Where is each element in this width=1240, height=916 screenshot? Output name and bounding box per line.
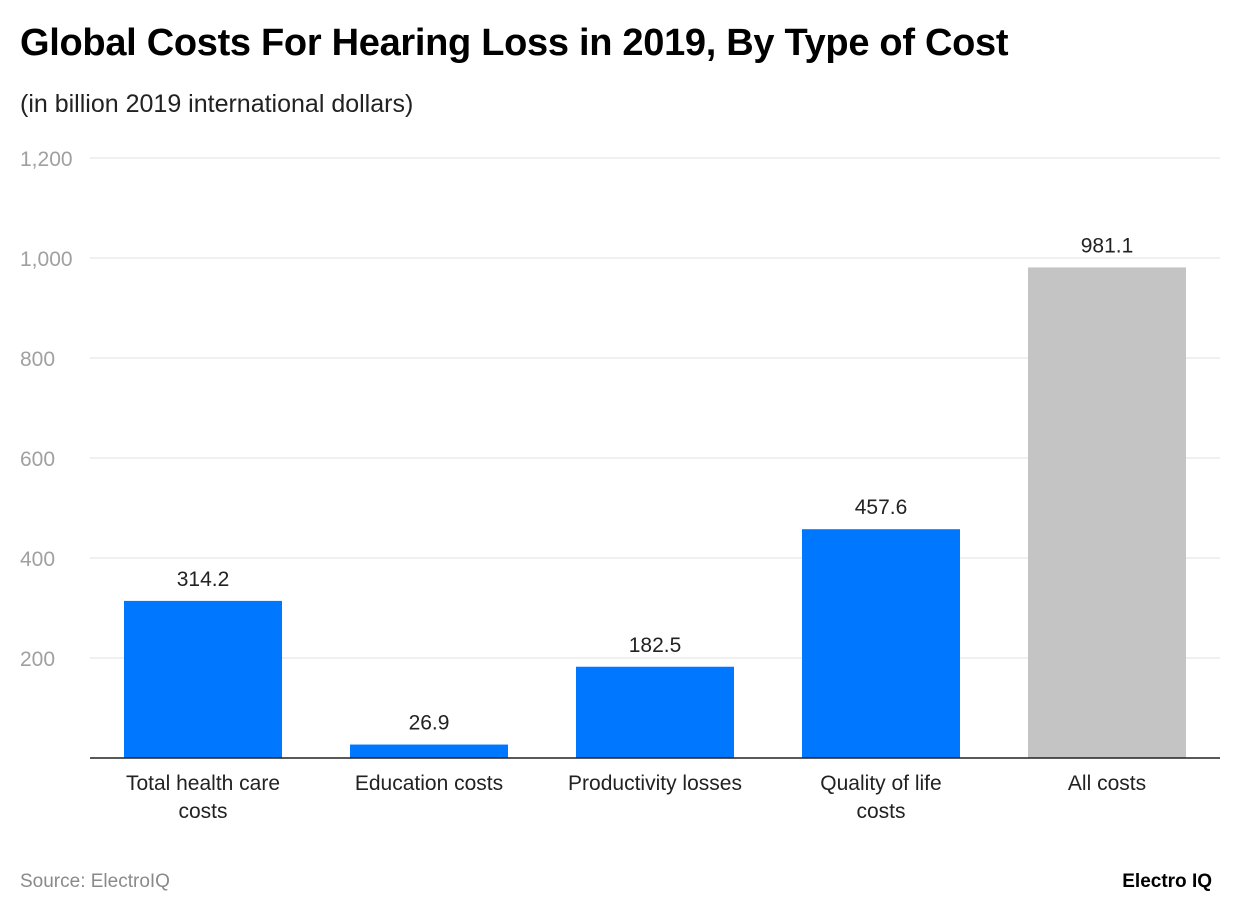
x-tick-label: Quality of life <box>820 772 941 795</box>
y-tick-label: 600 <box>20 448 55 471</box>
y-tick-label: 1,000 <box>20 248 73 271</box>
y-tick-label: 200 <box>20 648 55 671</box>
bar-chart: 200 400 600 800 1,000 1,200 314.2 Total health … <box>20 148 1220 823</box>
data-label: 182.5 <box>629 634 682 657</box>
x-tick-label: Education costs <box>355 772 503 795</box>
y-tick-label: 400 <box>20 548 55 571</box>
data-label: 26.9 <box>409 712 450 735</box>
bar <box>1028 267 1186 758</box>
bar <box>576 666 734 758</box>
x-tick-label: All costs <box>1068 772 1146 795</box>
y-tick-label: 800 <box>20 348 55 371</box>
y-tick-label: 1,200 <box>20 148 73 171</box>
data-label: 981.1 <box>1081 234 1134 257</box>
chart-title: Global Costs For Hearing Loss in 2019, B… <box>20 22 1009 64</box>
bar <box>124 600 282 758</box>
x-tick-label: costs <box>178 800 227 823</box>
chart-subtitle: (in billion 2019 international dollars) <box>20 90 414 118</box>
data-label: 314.2 <box>177 568 230 591</box>
source-note: Source: ElectroIQ <box>20 871 170 892</box>
electroiq-logo: Electro IQ <box>1122 871 1212 892</box>
x-tick-label: Total health care <box>126 772 280 795</box>
data-label: 457.6 <box>855 496 908 519</box>
x-tick-label: costs <box>856 800 905 823</box>
bar <box>802 529 960 758</box>
bar <box>350 744 508 758</box>
x-tick-label: Productivity losses <box>568 772 742 795</box>
